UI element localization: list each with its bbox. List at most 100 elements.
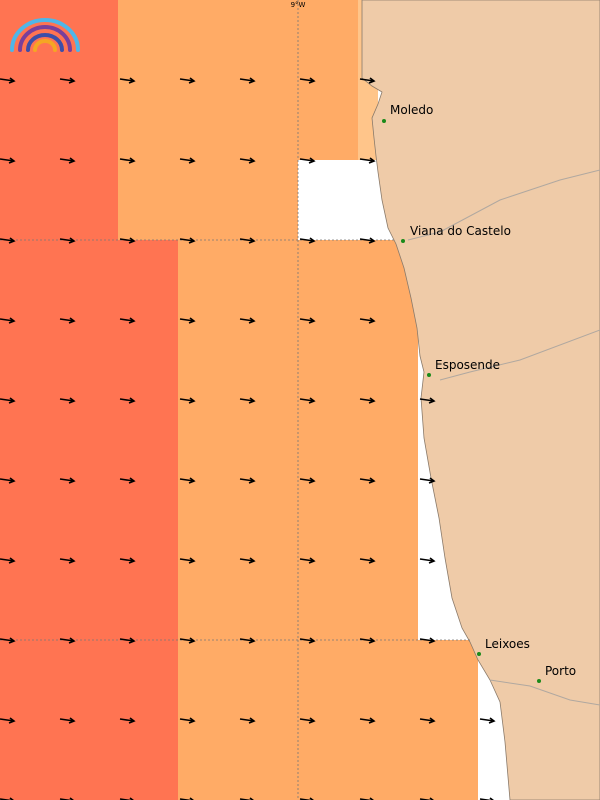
wind-arrow <box>299 317 316 324</box>
wind-arrow <box>299 397 316 404</box>
wind-arrow <box>0 317 16 324</box>
wind-arrow <box>479 717 496 724</box>
wind-arrow <box>0 77 16 84</box>
wind-arrow <box>0 797 14 800</box>
place-dot <box>401 239 405 243</box>
wind-arrow <box>59 717 76 724</box>
wind-arrow <box>119 717 136 724</box>
wind-arrow <box>359 317 376 324</box>
wind-arrow <box>59 317 76 324</box>
wind-arrow <box>119 477 136 484</box>
wind-arrow <box>239 397 256 404</box>
wind-arrow <box>179 797 194 800</box>
wind-arrow <box>179 77 196 84</box>
logo-arc <box>18 25 72 52</box>
place-label: Moledo <box>390 103 433 117</box>
wind-arrow <box>179 317 196 324</box>
wind-arrow <box>59 637 76 644</box>
wind-arrow <box>179 157 196 164</box>
wind-arrow <box>359 637 376 644</box>
wind-arrow <box>299 237 316 244</box>
wind-arrow <box>0 477 16 484</box>
place-label: Esposende <box>435 358 500 372</box>
river <box>407 169 600 241</box>
wind-arrow <box>239 157 256 164</box>
land <box>361 0 600 800</box>
place-label: Leixoes <box>485 637 530 651</box>
wind-arrow <box>239 477 256 484</box>
wind-arrow <box>419 477 436 484</box>
wind-arrows <box>0 77 496 800</box>
wind-arrow <box>359 797 374 800</box>
wind-arrow <box>299 717 316 724</box>
wind-arrow <box>179 477 196 484</box>
wind-arrow <box>359 237 376 244</box>
wind-arrow <box>59 477 76 484</box>
wind-arrow <box>419 557 436 564</box>
wind-arrow <box>239 797 254 800</box>
wind-arrow <box>59 157 76 164</box>
wind-arrow <box>359 397 376 404</box>
wind-arrow <box>119 397 136 404</box>
wind-arrow <box>359 157 376 164</box>
wind-arrow <box>299 77 316 84</box>
wind-arrow <box>179 717 196 724</box>
wind-arrow <box>119 637 136 644</box>
wind-arrow <box>0 717 16 724</box>
wind-arrow <box>179 397 196 404</box>
wind-arrow <box>239 637 256 644</box>
wind-arrow <box>299 477 316 484</box>
wind-arrow <box>299 797 314 800</box>
wind-arrow <box>419 397 436 404</box>
wind-arrow <box>359 557 376 564</box>
river <box>489 679 600 706</box>
wind-arrow <box>0 157 16 164</box>
wind-arrow <box>419 717 436 724</box>
wind-arrow <box>359 717 376 724</box>
wind-arrow <box>179 637 196 644</box>
logo-arc <box>10 18 80 52</box>
place-dot <box>382 119 386 123</box>
river <box>439 329 600 381</box>
wind-arrow <box>239 557 256 564</box>
logo-arc <box>33 39 57 52</box>
wind-arrow <box>0 557 16 564</box>
wind-arrow <box>59 557 76 564</box>
logo-arc <box>26 33 64 52</box>
wind-arrow <box>119 157 136 164</box>
wind-arrow <box>239 77 256 84</box>
places: Moledo Viana do Castelo Esposende Leixoe… <box>382 103 576 683</box>
wind-arrow <box>179 237 196 244</box>
wind-arrow <box>479 797 494 800</box>
wind-arrow <box>299 157 316 164</box>
wind-arrow <box>59 77 76 84</box>
wind-arrow <box>239 717 256 724</box>
wind-arrow <box>0 237 16 244</box>
wind-arrow <box>0 637 16 644</box>
wind-arrow <box>119 317 136 324</box>
wind-arrow <box>59 237 76 244</box>
wind-arrow <box>119 557 136 564</box>
cell <box>0 240 178 800</box>
wind-arrow <box>239 317 256 324</box>
place-label: Viana do Castelo <box>410 224 511 238</box>
wind-arrow <box>0 397 16 404</box>
logo <box>10 18 80 52</box>
wind-arrow <box>359 477 376 484</box>
meridian-label: 9°W <box>291 1 306 9</box>
wind-arrow <box>419 637 436 644</box>
wind-arrow <box>299 557 316 564</box>
wind-arrow <box>119 237 136 244</box>
wind-arrow <box>239 237 256 244</box>
place-label: Porto <box>545 664 576 678</box>
wind-arrow <box>299 637 316 644</box>
wind-arrow <box>119 77 136 84</box>
place-dot <box>427 373 431 377</box>
cell <box>298 160 378 240</box>
wind-arrow <box>359 77 376 84</box>
place-dot <box>477 652 481 656</box>
wind-arrow <box>179 557 196 564</box>
wind-arrow <box>59 797 74 800</box>
